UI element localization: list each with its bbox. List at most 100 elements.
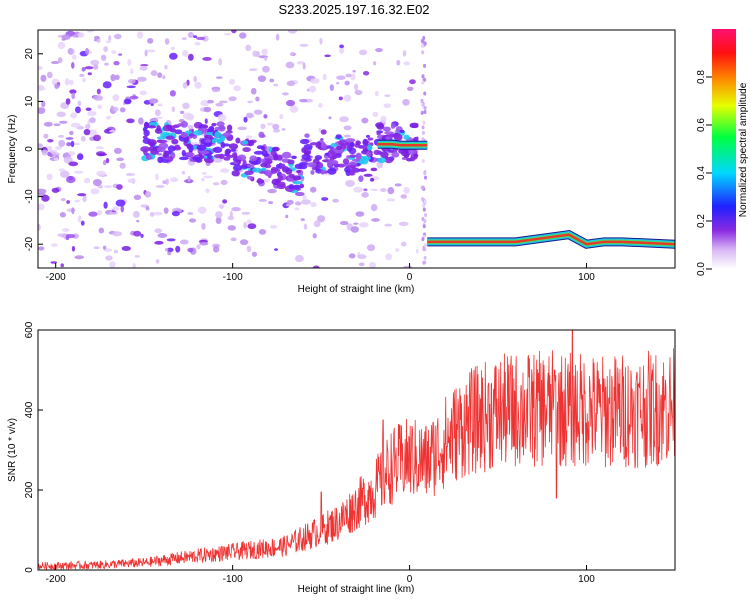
spectral-blob [302,62,306,70]
spectral-blob [353,222,359,225]
spectral-blob [372,111,379,117]
spectrogram-x-label: Height of straight line (km) [298,284,415,295]
spectral-blob [303,223,308,230]
spectral-blob [260,162,268,168]
spectral-blob [386,198,396,202]
spectral-blob [407,86,414,91]
spectral-blob [187,31,194,39]
spectral-blob [269,224,278,229]
spectral-blob [370,188,378,192]
spectral-blob [118,53,123,56]
spectral-blob [423,109,427,114]
spectral-blob [38,107,46,114]
spectral-blob [339,46,345,54]
spectral-blob [361,117,369,124]
spectral-blob [287,30,298,34]
spectral-blob [43,121,53,127]
spectral-blob [423,219,427,224]
spectral-blob [121,245,131,251]
spectral-blob [207,99,214,104]
spectral-blob [167,251,172,256]
spectral-blob [348,162,358,166]
spectral-blob [422,77,426,82]
spectral-blob [41,194,50,202]
spectral-blob [421,185,425,190]
spectral-blob [298,164,308,170]
spectral-blob [294,207,300,211]
spectral-blob [166,238,176,242]
spectral-blob [180,239,189,245]
spectral-blob [162,75,166,80]
spectral-blob [150,102,154,106]
spectral-blob [224,149,231,156]
spectral-blob [281,128,286,131]
spectral-blob [261,149,268,157]
spectral-blob [47,71,53,79]
spectral-blob [299,43,309,47]
spectral-blob [292,175,302,181]
spectral-blob [357,254,367,260]
spectral-blob [126,85,136,89]
spectral-blob [228,143,239,150]
spectral-blob [147,125,157,129]
y-tick-label: 200 [24,481,35,498]
spectral-blob [243,116,248,123]
x-tick-label: -100 [223,574,243,585]
spectral-blob [187,124,194,130]
spectral-blob [193,35,198,39]
spectral-blob [292,184,301,190]
spectral-blob [148,146,157,152]
x-tick-label: 100 [578,272,595,283]
spectral-blob [324,54,331,58]
spectral-blob [156,136,166,140]
spectral-blob [229,210,233,218]
spectral-blob [281,163,286,170]
spectral-blob [147,139,157,146]
spectral-blob [359,49,368,56]
spectral-blob [60,198,66,202]
spectral-blob [272,123,280,130]
spectral-blob [253,150,264,155]
spectral-blob [69,79,74,86]
spectral-blob [408,148,417,155]
spectral-blob [253,109,263,115]
spectral-blob [38,188,47,194]
spectral-blob [406,158,413,162]
spectral-blob [93,64,99,70]
spectral-blob [202,175,213,179]
spectral-blob [77,215,82,223]
spectral-blob [104,62,109,66]
spectral-blob [72,34,76,38]
spectral-blob [81,67,86,72]
spectral-blob [233,85,241,92]
spectral-blob [422,260,426,265]
colorbar-tick-label: 0.0 [696,262,707,276]
spectral-blob [355,211,365,217]
spectral-blob [423,106,427,111]
spectral-blob [276,183,286,190]
spectral-blob [371,218,380,222]
spectral-blob [288,184,295,190]
spectral-blob [58,168,66,172]
spectral-blob [202,56,212,61]
spectral-blob [205,188,210,194]
spectral-blob [310,78,319,84]
spectral-blob [70,140,75,148]
spectral-blob [174,129,183,135]
spectral-blob [95,146,104,150]
spectral-blob [58,139,66,147]
spectral-blob [367,137,374,141]
spectral-blob [148,98,159,104]
spectral-blob [130,68,134,75]
spectral-blob [257,75,267,82]
spectral-blob [103,201,108,209]
spectral-blob [92,178,102,187]
colorbar-tick-label: 0.8 [696,70,707,84]
spectral-blob [187,175,191,182]
spectral-blob [155,259,160,264]
spectral-blob [246,245,252,253]
spectral-blob [199,150,210,155]
y-tick-label: 600 [24,321,35,338]
spectral-blob [70,122,81,128]
spectral-blob [61,34,71,40]
